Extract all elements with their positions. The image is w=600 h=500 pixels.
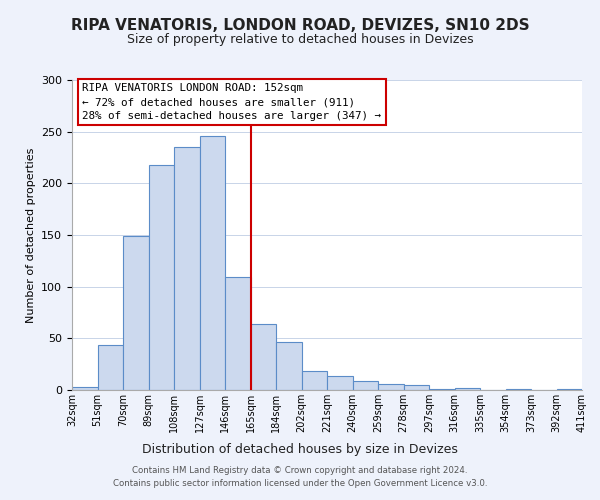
Text: RIPA VENATORIS, LONDON ROAD, DEVIZES, SN10 2DS: RIPA VENATORIS, LONDON ROAD, DEVIZES, SN…	[71, 18, 529, 32]
Text: RIPA VENATORIS LONDON ROAD: 152sqm
← 72% of detached houses are smaller (911)
28: RIPA VENATORIS LONDON ROAD: 152sqm ← 72%…	[82, 83, 381, 121]
Bar	[505, 389, 531, 390]
Bar	[149, 164, 174, 390]
Text: Contains HM Land Registry data © Crown copyright and database right 2024.
Contai: Contains HM Land Registry data © Crown c…	[113, 466, 487, 487]
Bar	[251, 324, 276, 390]
Bar	[225, 278, 251, 390]
Bar	[327, 376, 353, 390]
Bar	[123, 236, 149, 390]
Bar	[72, 387, 97, 390]
Bar	[97, 344, 123, 390]
Bar	[404, 385, 429, 390]
Bar	[353, 380, 378, 390]
Bar	[557, 389, 582, 390]
Bar	[429, 389, 455, 390]
Text: Size of property relative to detached houses in Devizes: Size of property relative to detached ho…	[127, 32, 473, 46]
Bar	[276, 342, 302, 390]
Y-axis label: Number of detached properties: Number of detached properties	[26, 148, 35, 322]
Bar	[378, 384, 404, 390]
Bar	[174, 147, 199, 390]
Bar	[199, 136, 225, 390]
Bar	[302, 372, 327, 390]
Bar	[455, 388, 480, 390]
Text: Distribution of detached houses by size in Devizes: Distribution of detached houses by size …	[142, 442, 458, 456]
